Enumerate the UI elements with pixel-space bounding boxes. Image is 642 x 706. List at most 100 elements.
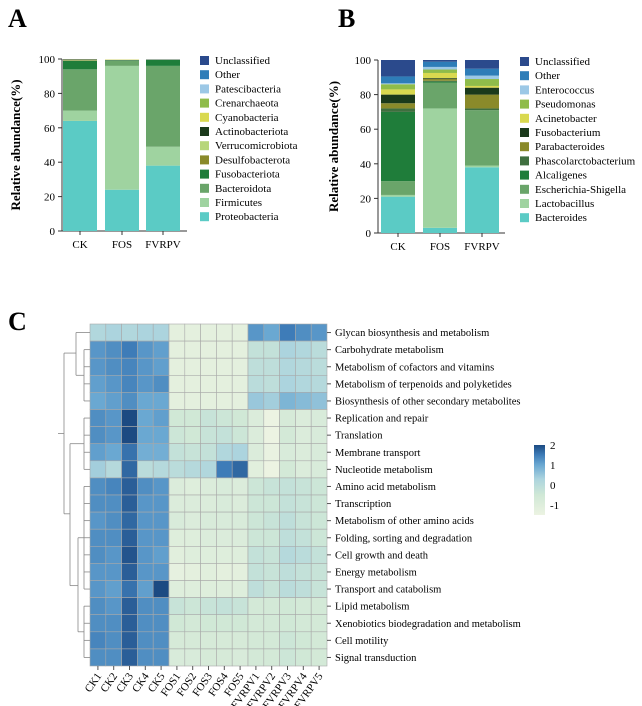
y-axis-title: Relative abundance(%) (326, 81, 341, 212)
heatmap-row-label: Amino acid metabolism (335, 482, 436, 493)
bar-segment-fvrpv-firmicutes (146, 146, 180, 166)
heatmap-cell (295, 357, 312, 376)
heatmap-cell (279, 545, 296, 564)
legend-entry: Enterococcus (535, 84, 594, 96)
bar-segment-fos-alcaligenes (423, 81, 457, 83)
heatmap-cell (216, 563, 233, 581)
heatmap-cell (295, 323, 312, 342)
heatmap-cell (121, 409, 138, 427)
heatmap-cell (231, 460, 249, 479)
heatmap-cell (105, 545, 122, 564)
bar-segment-ck-fusobacterium (381, 94, 415, 104)
heatmap-row-label: Transcription (335, 499, 392, 510)
heatmap-cell (168, 563, 186, 581)
heatmap-cell (247, 409, 265, 427)
heatmap-cell (89, 323, 107, 342)
legend-swatch (520, 184, 529, 194)
heatmap-cell (89, 614, 107, 633)
heatmap-cell (152, 528, 170, 547)
x-tick-label: FOS (430, 241, 450, 253)
bar-segment-fvrpv-other (465, 68, 499, 76)
heatmap-cell (295, 477, 312, 496)
heatmap-cell (216, 528, 233, 547)
bar-segment-ck-firmicutes (63, 110, 97, 121)
legend-entry: Patescibacteria (215, 83, 281, 95)
heatmap-cell (89, 374, 107, 393)
heatmap-cell (247, 545, 265, 564)
heatmap-cell (279, 443, 296, 462)
heatmap-cell (295, 494, 312, 513)
bar-segment-fos-other (423, 61, 457, 67)
heatmap-cell (168, 460, 186, 479)
heatmap-cell (200, 374, 217, 393)
legend-swatch (520, 57, 529, 66)
heatmap-cell (105, 580, 122, 598)
heatmap-cell (231, 392, 249, 410)
heatmap-row-label: Metabolism of terpenoids and polyketides (335, 379, 512, 390)
bar-segment-ck-lactobacillus (381, 194, 415, 197)
heatmap-cell (89, 528, 107, 547)
legend-swatch (520, 170, 529, 180)
legend-swatch (520, 142, 529, 152)
heatmap-cell (263, 392, 280, 410)
bar-segment-fos-bacteroides (423, 227, 457, 233)
heatmap-cell (168, 477, 186, 496)
heatmap-cell (89, 580, 107, 598)
heatmap-cell (137, 528, 154, 547)
heatmap-cell (121, 374, 138, 393)
heatmap-cell (263, 374, 280, 393)
heatmap-cell (216, 614, 233, 633)
x-tick-label: FVRPV (464, 241, 500, 253)
heatmap-cell (105, 426, 122, 445)
heatmap-cell (295, 545, 312, 564)
heatmap-cell (105, 357, 122, 376)
legend-entry: Bacteroides (535, 212, 587, 224)
heatmap-cell (263, 357, 280, 376)
heatmap-row-label: Biosynthesis of other secondary metaboli… (335, 396, 520, 407)
x-tick-label: FOS (112, 239, 132, 251)
legend-swatch (520, 128, 529, 137)
heatmap-cell (295, 648, 312, 667)
heatmap-cell (247, 511, 265, 530)
legend-entry: Lactobacillus (535, 198, 594, 210)
heatmap-cell (184, 340, 201, 359)
bar-segment-fvrpv-fusobacteriota (146, 59, 180, 66)
heatmap-cell (121, 392, 138, 410)
color-scale-tick-label: -1 (550, 500, 559, 512)
bar-segment-ck-acinetobacter (381, 89, 415, 95)
heatmap-cell (184, 511, 201, 530)
heatmap-cell (310, 563, 328, 581)
heatmap-cell (152, 323, 170, 342)
panel-c: C Glycan biosynthesis and metabolism Carbo… (8, 307, 559, 706)
heatmap-row-label: Replication and repair (335, 414, 429, 425)
heatmap-cell (184, 426, 201, 445)
legend-swatch (200, 56, 209, 65)
heatmap-cell (310, 392, 328, 410)
heatmap-cell (279, 426, 296, 445)
heatmap-cell (152, 494, 170, 513)
bar-segment-fos-fusobacteriota (105, 60, 139, 61)
bar-segment-fvrpv-lactobacillus (465, 165, 499, 168)
heatmap-cell (263, 323, 280, 342)
heatmap-cell (263, 426, 280, 445)
heatmap-cell (200, 477, 217, 496)
heatmap-cell (231, 323, 249, 342)
heatmap-cell (247, 323, 265, 342)
heatmap-cell (105, 392, 122, 410)
heatmap-cell (247, 597, 265, 615)
heatmap-cell (89, 409, 107, 427)
legend-entry: Crenarchaeota (215, 98, 279, 110)
heatmap-cell (105, 528, 122, 547)
heatmap-cell (231, 477, 249, 496)
heatmap-cell (263, 477, 280, 496)
heatmap-cell (310, 528, 328, 547)
heatmap-cell (152, 631, 170, 650)
heatmap-cell (184, 409, 201, 427)
heatmap-cell (184, 443, 201, 462)
heatmap-row-label: Folding, sorting and degradation (335, 533, 473, 544)
heatmap-cell (105, 597, 122, 615)
heatmap-cell (310, 477, 328, 496)
legend-entry: Fusobacteriota (215, 169, 280, 181)
heatmap-cell (152, 460, 170, 479)
heatmap-cell (152, 409, 170, 427)
